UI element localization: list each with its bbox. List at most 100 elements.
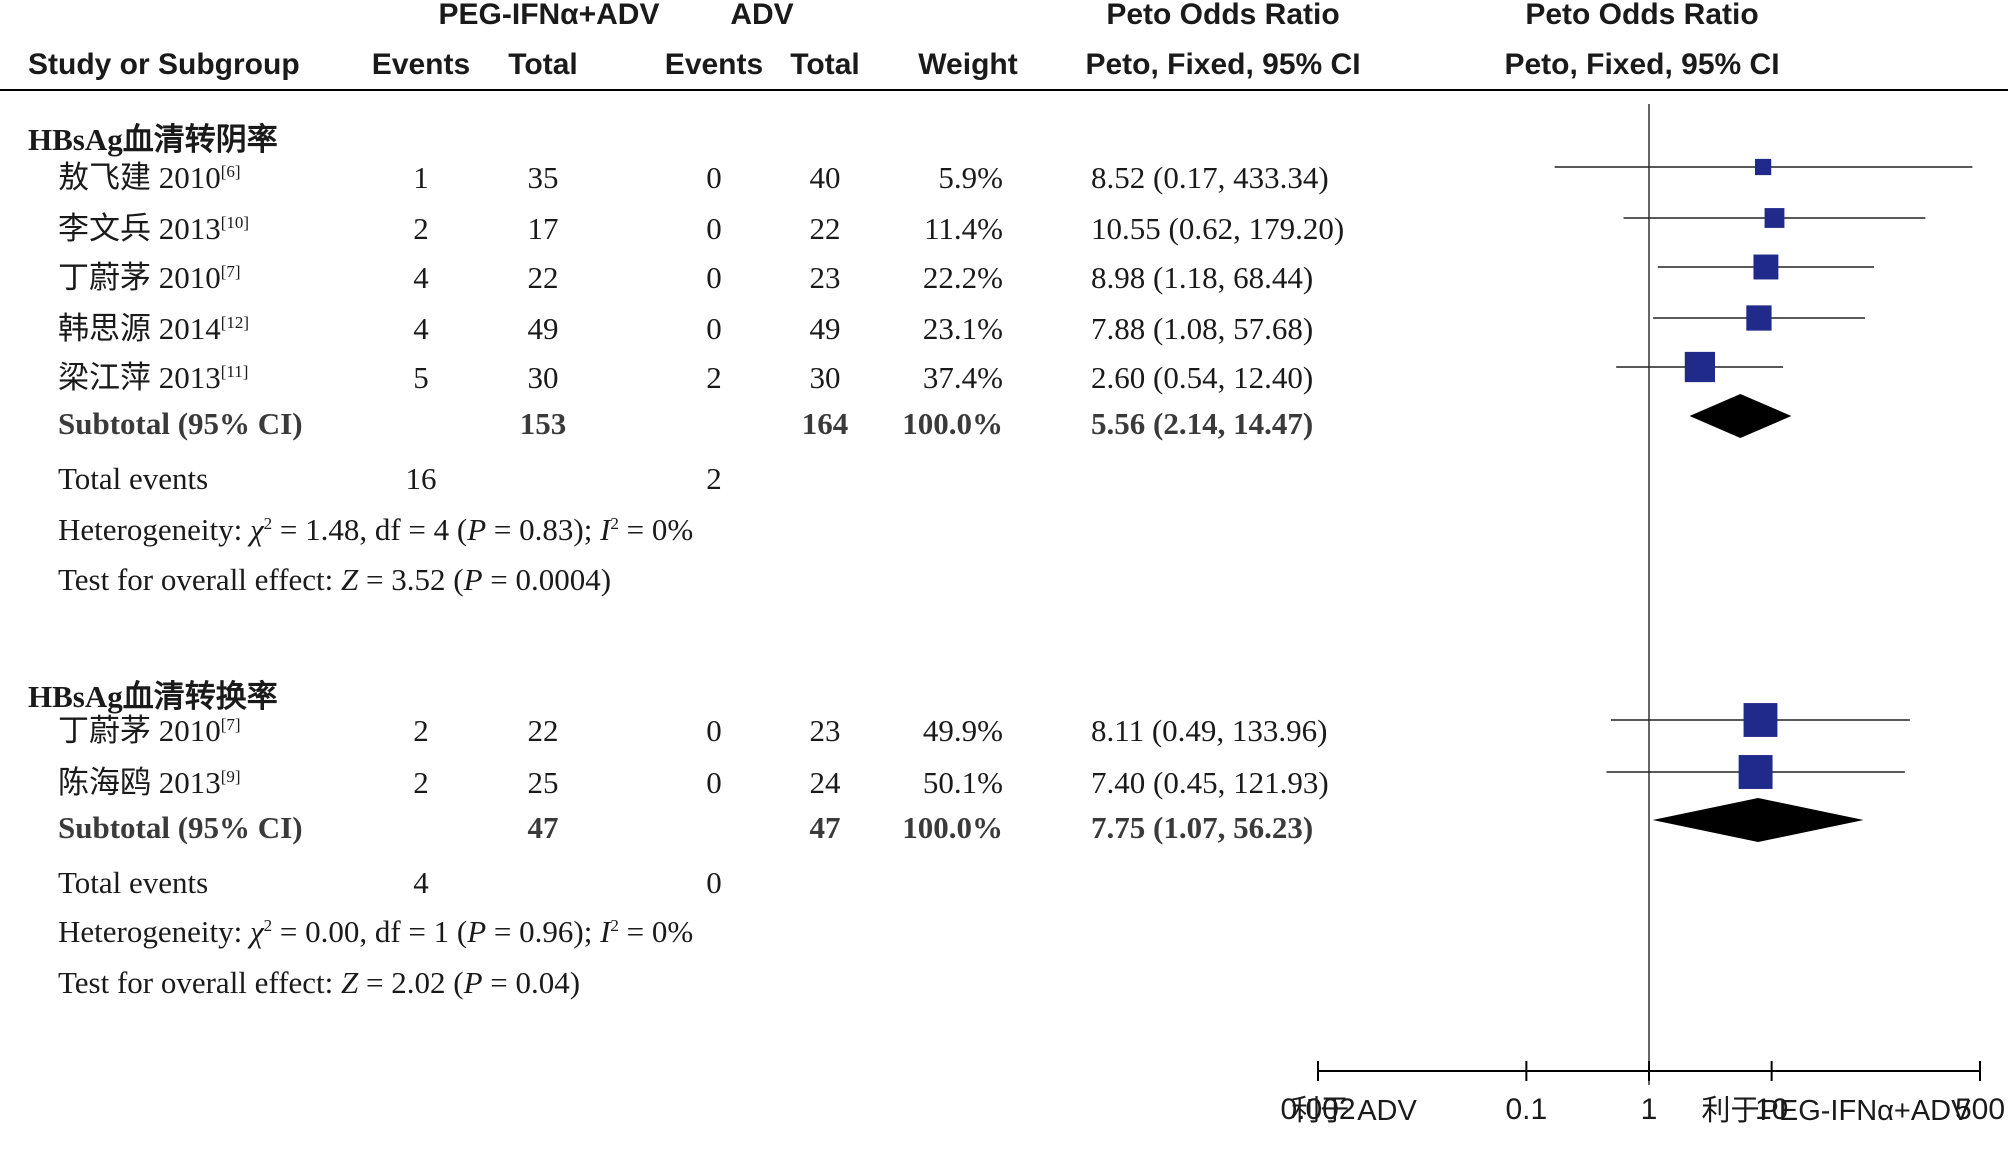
study-marker <box>1753 254 1779 280</box>
total-treatment: 35 <box>527 160 559 195</box>
or-method-header: Peto, Fixed, 95% CI <box>1085 48 1361 81</box>
het-prefix: Heterogeneity: <box>58 512 250 547</box>
i-exponent: 2 <box>610 916 619 935</box>
study-or-ci: 10.55 (0.62, 179.20) <box>1091 211 1345 246</box>
study-reference: [7] <box>220 715 241 734</box>
total-treatment: 22 <box>527 713 559 748</box>
events-treatment: 2 <box>413 765 429 800</box>
total1-header: Total <box>508 48 578 81</box>
events-control: 2 <box>706 360 722 395</box>
total-events-treatment: 4 <box>413 865 429 900</box>
subtotal-total-treatment: 47 <box>527 810 559 845</box>
events-control: 0 <box>706 160 722 195</box>
study-marker <box>1746 305 1772 331</box>
total-treatment: 22 <box>527 260 559 295</box>
total-treatment: 49 <box>527 311 559 346</box>
plot-header: Peto Odds Ratio <box>1525 0 1759 31</box>
total-control: 24 <box>809 765 841 800</box>
total-treatment: 17 <box>527 211 559 246</box>
p-symbol: P <box>467 512 487 547</box>
events-treatment: 2 <box>413 713 429 748</box>
study-name-text: 梁江萍 2013 <box>58 360 221 395</box>
total-control: 23 <box>809 260 841 295</box>
chi-exponent: 2 <box>263 514 273 533</box>
het-chi-value: = 1.48, df = 4 ( <box>272 512 468 547</box>
events2-header: Events <box>664 48 764 81</box>
overall-effect-test: Test for overall effect: Z = 3.52 (P = 0… <box>58 564 611 595</box>
subtotal-label: Subtotal (95% CI) <box>58 406 303 441</box>
study-or-ci: 7.40 (0.45, 121.93) <box>1091 765 1329 800</box>
total-events-label: Total events <box>58 461 209 496</box>
het-p-value: = 0.83); <box>486 512 601 547</box>
study-or-ci: 8.98 (1.18, 68.44) <box>1091 260 1314 295</box>
header-rule <box>0 89 2008 91</box>
z-symbol: Z <box>341 562 359 597</box>
subtotal-weight: 100.0% <box>902 810 1003 845</box>
overall-prefix: Test for overall effect: <box>58 562 342 597</box>
het-i-value: = 0% <box>618 512 694 547</box>
study-weight: 23.1% <box>922 311 1003 346</box>
total-control: 30 <box>809 360 841 395</box>
i-symbol: I <box>600 512 611 547</box>
overall-z-value: = 3.52 ( <box>358 562 464 597</box>
total-events-label: Total events <box>58 865 209 900</box>
total-control: 22 <box>809 211 841 246</box>
overall-p-value: = 0.04) <box>482 965 581 1000</box>
overall-prefix: Test for overall effect: <box>58 965 342 1000</box>
x-tick-label: 500 <box>1954 1093 2006 1126</box>
group1-header: PEG-IFNα+ADV <box>438 0 660 31</box>
events-control: 0 <box>706 765 722 800</box>
events-control: 0 <box>706 713 722 748</box>
events1-header: Events <box>371 48 471 81</box>
subtotal-or-ci: 7.75 (1.07, 56.23) <box>1091 810 1314 845</box>
het-p-value: = 0.96); <box>486 914 601 949</box>
total-control: 49 <box>809 311 841 346</box>
het-prefix: Heterogeneity: <box>58 914 250 949</box>
study-or-ci: 8.11 (0.49, 133.96) <box>1091 713 1328 748</box>
x-tick-label: 1 <box>1640 1093 1658 1126</box>
subtotal-total-control: 164 <box>801 406 849 441</box>
x-tick-label: 0.1 <box>1505 1093 1548 1126</box>
study-weight: 22.2% <box>922 260 1003 295</box>
events-treatment: 1 <box>413 160 429 195</box>
x-tick-label: 10 <box>1754 1093 1789 1126</box>
study-name: 陈海鸥 2013[9] <box>58 767 241 798</box>
odds-ratio-header: Peto Odds Ratio <box>1106 0 1340 31</box>
subtotal-weight: 100.0% <box>902 406 1003 441</box>
events-treatment: 2 <box>413 211 429 246</box>
study-or-ci: 8.52 (0.17, 433.34) <box>1091 160 1329 195</box>
weight-header: Weight <box>918 48 1018 81</box>
total2-header: Total <box>790 48 860 81</box>
study-reference: [12] <box>220 313 250 332</box>
overall-effect-test: Test for overall effect: Z = 2.02 (P = 0… <box>58 967 580 998</box>
study-name: 李文兵 2013[10] <box>58 213 249 244</box>
subtotal-label: Subtotal (95% CI) <box>58 810 303 845</box>
chi-symbol: χ <box>249 914 264 949</box>
study-marker <box>1743 703 1778 737</box>
study-weight: 50.1% <box>922 765 1003 800</box>
study-marker <box>1754 158 1772 176</box>
study-name: 丁蔚茅 2010[7] <box>58 715 241 746</box>
study-name-text: 敖飞建 2010 <box>58 160 221 195</box>
chi-exponent: 2 <box>263 916 273 935</box>
p-symbol: P <box>467 914 487 949</box>
total-control: 40 <box>809 160 841 195</box>
heterogeneity-stats: Heterogeneity: χ2 = 1.48, df = 4 (P = 0.… <box>58 514 693 545</box>
plot-method-header: Peto, Fixed, 95% CI <box>1504 48 1780 81</box>
subtotal-diamond <box>1689 394 1792 438</box>
study-name-text: 丁蔚茅 2010 <box>58 260 221 295</box>
het-chi-value: = 0.00, df = 1 ( <box>272 914 468 949</box>
study-weight: 5.9% <box>938 160 1003 195</box>
chi-symbol: χ <box>249 512 264 547</box>
i-symbol: I <box>600 914 611 949</box>
subtotal-or-ci: 5.56 (2.14, 14.47) <box>1091 406 1314 441</box>
study-name: 敖飞建 2010[6] <box>58 162 241 193</box>
total-treatment: 30 <box>527 360 559 395</box>
study-name-text: 韩思源 2014 <box>58 311 221 346</box>
x-tick-label: 0.002 <box>1280 1093 1356 1126</box>
study-name-text: 陈海鸥 2013 <box>58 765 221 800</box>
study-or-ci: 2.60 (0.54, 12.40) <box>1091 360 1314 395</box>
study-weight: 49.9% <box>922 713 1003 748</box>
subtotal-total-control: 47 <box>809 810 841 845</box>
